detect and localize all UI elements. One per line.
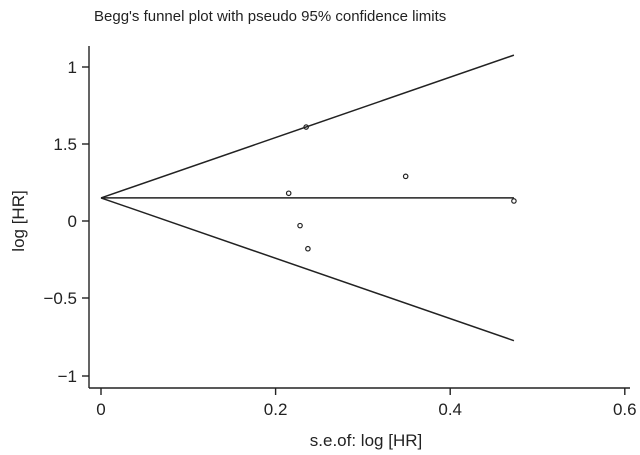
x-tick-label: 0.2: [264, 400, 288, 419]
plot-area: [100, 54, 517, 342]
axes: 0 0.2 0.4 0.6 1 1.5 0 −0.5 −1: [43, 46, 637, 419]
y-tick-label: 0: [68, 212, 77, 231]
upper-confidence-limit-line: [100, 54, 515, 199]
y-axis-label: log [HR]: [9, 190, 28, 251]
study-point: [285, 190, 292, 197]
x-tick-label: 0.6: [613, 400, 637, 419]
lower-confidence-limit-line: [100, 197, 515, 342]
study-point: [297, 222, 303, 229]
study-point: [511, 198, 517, 204]
x-tick-label: 0: [96, 400, 105, 419]
x-axis-label: s.e.of: log [HR]: [310, 431, 422, 450]
x-tick-label: 0.4: [438, 400, 462, 419]
y-tick-label: 1.5: [53, 135, 77, 154]
study-point: [402, 173, 409, 180]
y-tick-label: −1: [58, 367, 77, 386]
study-point: [303, 124, 309, 130]
y-tick-label: 1: [68, 58, 77, 77]
y-tick-label: −0.5: [43, 289, 77, 308]
chart-title: Begg's funnel plot with pseudo 95% confi…: [94, 8, 446, 25]
study-point: [305, 245, 311, 252]
